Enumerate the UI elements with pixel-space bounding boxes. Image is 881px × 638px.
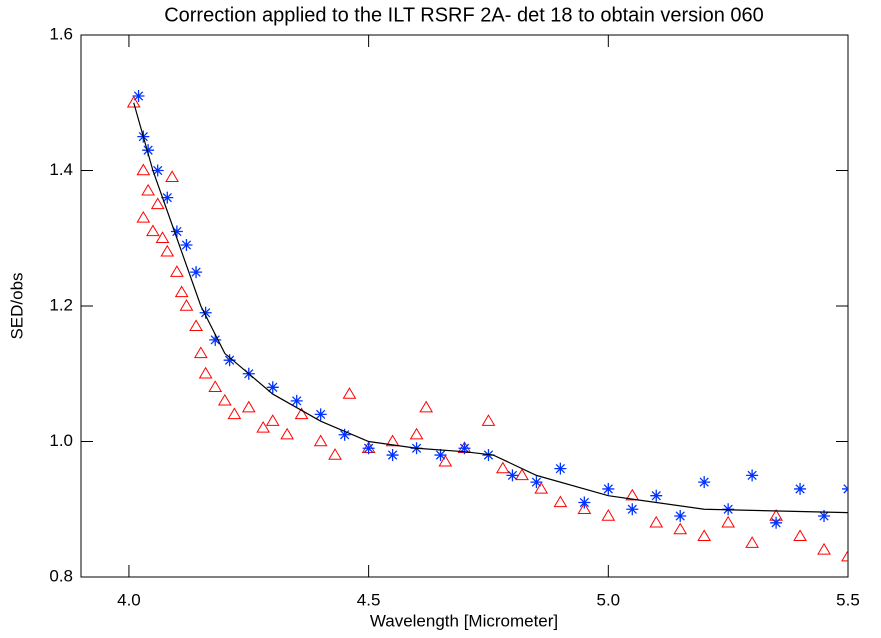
triangle-marker xyxy=(294,407,309,420)
x-axis-label: Wavelength [Micrometer] xyxy=(370,611,558,630)
triangle-marker xyxy=(534,481,549,494)
triangle-marker xyxy=(165,170,179,182)
triangle-marker xyxy=(438,454,453,467)
asterisk-marker xyxy=(209,333,222,346)
asterisk-marker xyxy=(770,516,783,529)
asterisk-marker xyxy=(170,225,183,238)
triangle-marker xyxy=(745,536,759,548)
triangle-marker xyxy=(208,380,223,392)
triangle-marker xyxy=(189,319,203,332)
y-axis-label: SED/obs xyxy=(7,272,26,339)
triangle-marker xyxy=(150,197,165,210)
triangle-marker xyxy=(217,393,232,406)
asterisk-marker xyxy=(506,469,519,482)
triangle-marker xyxy=(649,515,664,528)
triangle-marker xyxy=(481,414,496,426)
triangle-marker xyxy=(793,529,807,542)
triangle-marker xyxy=(160,244,175,257)
asterisk-marker xyxy=(602,482,615,495)
asterisk-marker xyxy=(458,442,471,455)
triangle-marker xyxy=(841,549,848,562)
asterisk-marker xyxy=(434,449,447,462)
triangle-marker xyxy=(126,95,141,108)
triangle-marker xyxy=(265,414,280,426)
asterisk-marker xyxy=(199,306,212,319)
triangle-marker xyxy=(198,366,213,379)
triangle-marker xyxy=(553,495,568,508)
asterisk-marker xyxy=(386,449,399,462)
asterisk-marker xyxy=(818,510,831,523)
asterisk-marker xyxy=(626,503,639,516)
triangle-marker xyxy=(342,387,357,399)
x-tick-label: 4.5 xyxy=(357,590,381,609)
asterisk-marker xyxy=(530,476,543,489)
fit-line xyxy=(133,102,848,514)
asterisk-marker xyxy=(161,191,174,204)
y-tick-label: 1.6 xyxy=(49,24,73,43)
triangle-marker xyxy=(673,522,688,535)
triangle-marker xyxy=(409,427,424,440)
triangle-marker xyxy=(193,346,208,359)
y-tick-label: 1.4 xyxy=(49,160,73,179)
asterisk-marker xyxy=(314,408,327,421)
asterisk-marker xyxy=(362,442,375,455)
asterisk-marker xyxy=(223,354,236,367)
triangle-marker xyxy=(817,542,831,555)
x-tick-label: 5.0 xyxy=(596,590,620,609)
triangle-marker xyxy=(170,265,184,277)
asterisk-marker xyxy=(554,462,567,475)
chart-title: Correction applied to the ILT RSRF 2A- d… xyxy=(164,4,764,26)
triangle-marker xyxy=(280,427,295,440)
triangle-marker xyxy=(227,407,242,420)
triangle-marker xyxy=(495,461,510,474)
triangle-marker xyxy=(721,515,736,528)
triangle-marker xyxy=(136,210,151,223)
asterisk-marker xyxy=(151,164,164,177)
triangle-marker xyxy=(625,488,640,501)
asterisk-marker xyxy=(338,428,351,441)
triangle-marker xyxy=(155,231,170,243)
asterisk-marker xyxy=(578,496,591,509)
triangle-marker xyxy=(328,448,342,460)
triangle-marker xyxy=(136,163,151,176)
asterisk-marker xyxy=(180,239,193,252)
y-tick-label: 1.0 xyxy=(49,431,73,450)
triangle-marker xyxy=(146,224,160,237)
y-tick-label: 0.8 xyxy=(49,566,73,585)
triangle-marker xyxy=(577,502,592,514)
triangle-marker xyxy=(141,183,155,196)
triangle-marker xyxy=(601,509,616,521)
plot-area xyxy=(126,89,848,562)
x-tick-label: 5.5 xyxy=(836,590,860,609)
triangle-marker xyxy=(174,285,189,298)
triangle-marker xyxy=(385,434,400,447)
triangle-marker xyxy=(241,400,256,413)
triangle-marker xyxy=(179,299,194,311)
asterisk-marker xyxy=(746,469,759,482)
triangle-marker xyxy=(419,400,434,413)
asterisk-marker xyxy=(794,482,807,495)
asterisk-marker xyxy=(132,89,145,102)
triangle-marker xyxy=(515,468,529,481)
y-tick-label: 1.2 xyxy=(49,295,73,314)
asterisk-marker xyxy=(190,266,203,279)
asterisk-marker xyxy=(290,394,303,407)
triangle-marker xyxy=(256,420,271,433)
asterisk-marker xyxy=(266,381,279,394)
asterisk-marker xyxy=(142,144,155,157)
asterisk-marker xyxy=(698,476,711,489)
asterisk-marker xyxy=(650,489,663,502)
triangle-marker xyxy=(697,529,712,542)
asterisk-marker xyxy=(674,510,687,523)
x-tick-label: 4.0 xyxy=(117,590,141,609)
triangle-marker xyxy=(313,434,328,447)
